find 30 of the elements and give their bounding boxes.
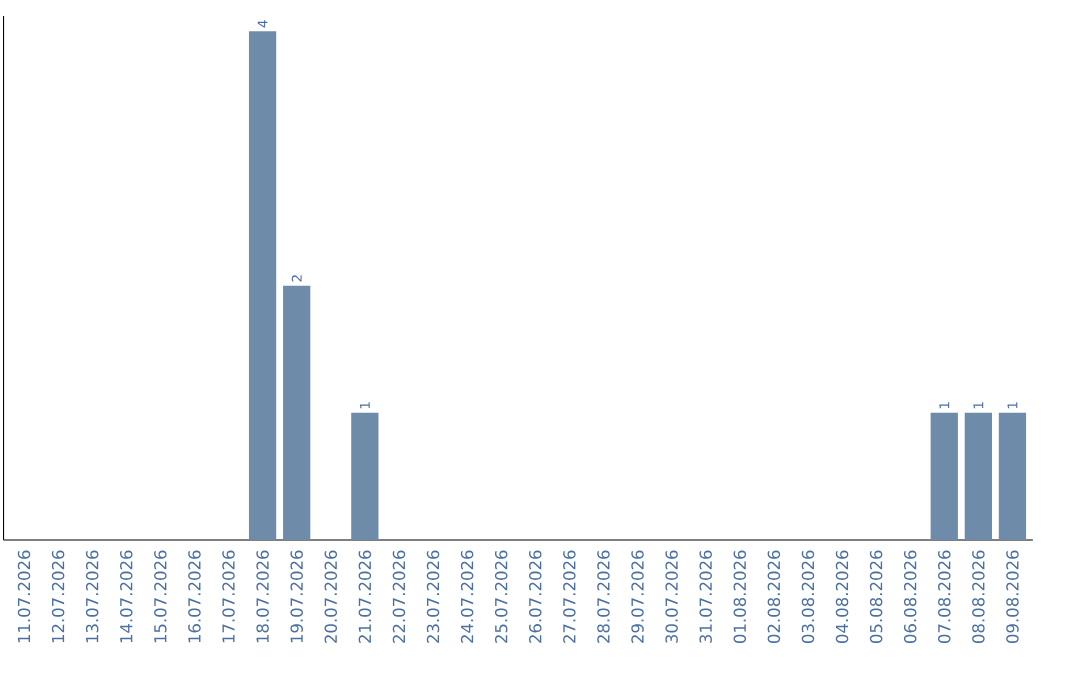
x-tick-label: 11.07.2026: [17, 550, 31, 643]
x-tick-label: 29.07.2026: [631, 550, 644, 643]
x-tick-label: 30.07.2026: [665, 550, 678, 643]
x-tick-label: 03.08.2026: [801, 550, 815, 643]
x-tick-label: 09.08.2026: [1006, 550, 1019, 643]
x-tick-label: 20.07.2026: [324, 550, 338, 643]
x-tick-label: 26.07.2026: [529, 550, 542, 643]
x-tick-label: 06.08.2026: [903, 550, 917, 643]
x-tick-label: 23.07.2026: [426, 550, 440, 643]
x-tick-label: 02.08.2026: [767, 550, 781, 643]
x-tick-label: 16.07.2026: [188, 550, 201, 643]
x-tick-label: 25.07.2026: [494, 550, 508, 643]
x-tick-label: 08.08.2026: [972, 550, 985, 643]
x-tick-label: 28.07.2026: [597, 550, 610, 643]
x-tick-label: 17.07.2026: [222, 550, 235, 643]
x-tick-label: 04.08.2026: [835, 550, 849, 643]
x-tick-label: 19.07.2026: [290, 550, 303, 643]
x-tick-label: 15.07.2026: [154, 550, 167, 643]
x-tick-label: 18.07.2026: [256, 550, 269, 643]
x-tick-label: 13.07.2026: [85, 550, 99, 643]
x-tick-label: 27.07.2026: [563, 550, 576, 643]
x-tick-label: 31.07.2026: [699, 550, 712, 643]
x-tick-label: 01.08.2026: [733, 550, 747, 643]
x-tick-label: 12.07.2026: [51, 550, 65, 643]
x-tick-label: 14.07.2026: [120, 550, 133, 643]
x-tick-label: 22.07.2026: [392, 550, 406, 643]
x-tick-label: 07.08.2026: [938, 550, 951, 643]
x-tick-label: 21.07.2026: [358, 550, 372, 643]
x-tick-label: 24.07.2026: [460, 550, 474, 643]
x-tick-label: 05.08.2026: [869, 550, 883, 643]
